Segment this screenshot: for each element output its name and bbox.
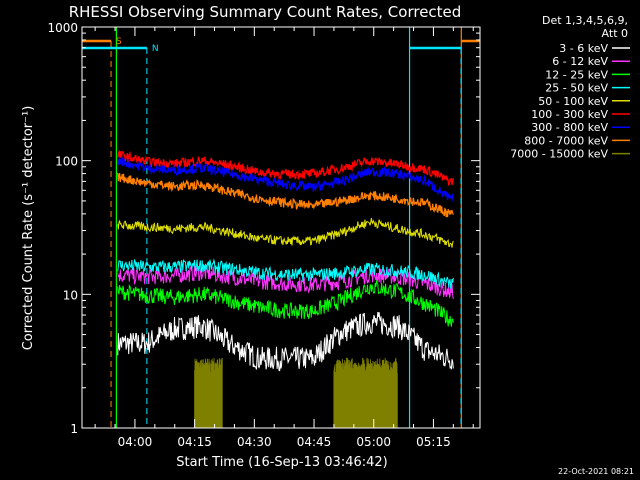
burst-mark <box>194 357 223 428</box>
legend-label: 50 - 100 keV <box>538 95 608 108</box>
legend-label: 800 - 7000 keV <box>524 134 608 147</box>
y-tick-label: 1000 <box>47 21 78 35</box>
x-tick-label: 05:15 <box>416 435 451 449</box>
legend-header-attenuator: Att 0 <box>602 27 628 40</box>
legend-label: 300 - 800 keV <box>531 121 608 134</box>
x-tick-label: 04:15 <box>177 435 212 449</box>
series-line <box>117 311 454 372</box>
chart-title: RHESSI Observing Summary Count Rates, Co… <box>69 3 462 21</box>
x-tick-label: 04:00 <box>118 435 153 449</box>
series-lines <box>117 149 454 372</box>
series-line <box>117 172 454 218</box>
plot-area: SN 04:00 04:15 04:30 04:45 05:00 05:15 110100… <box>47 21 481 449</box>
legend-label: 3 - 6 keV <box>559 42 608 55</box>
x-axis: 04:00 04:15 04:30 04:45 05:00 05:15 <box>94 27 474 449</box>
legend-label: 6 - 12 keV <box>552 55 608 68</box>
x-tick-label: 05:00 <box>356 435 391 449</box>
y-tick-label: 100 <box>55 155 78 169</box>
series-line <box>117 149 454 186</box>
legend-label: 25 - 50 keV <box>545 82 608 95</box>
burst-mark <box>333 357 398 428</box>
legend-label: 12 - 25 keV <box>545 68 608 81</box>
y-axis: 1 10 100 1000 <box>47 21 480 436</box>
y-axis-label: Corrected Count Rate (s⁻¹ detector⁻¹) <box>21 106 36 351</box>
y-tick-label: 1 <box>70 422 78 436</box>
y-tick-label: 10 <box>63 288 78 302</box>
legend-label: 7000 - 15000 keV <box>510 148 608 161</box>
x-tick-label: 04:45 <box>297 435 332 449</box>
legend-label: 100 - 300 keV <box>531 108 608 121</box>
footer-date: 22-Oct-2021 08:21 <box>558 467 634 476</box>
time-markers: SN <box>82 37 480 428</box>
series-line <box>117 258 454 289</box>
legend-header-detectors: Det 1,3,4,5,6,9, <box>542 14 628 27</box>
series-line <box>117 156 454 203</box>
x-axis-label: Start Time (16-Sep-13 03:46:42) <box>176 455 387 470</box>
attenuator-bursts <box>194 357 398 428</box>
plot-frame <box>81 26 481 429</box>
series-line <box>117 218 454 248</box>
series-line <box>117 280 454 327</box>
marker-label: N <box>152 44 159 54</box>
x-tick-label: 04:30 <box>237 435 272 449</box>
marker-label: S <box>116 37 122 47</box>
